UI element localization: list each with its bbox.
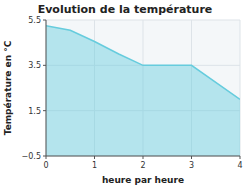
- y-tick-label: 3.5: [28, 61, 41, 70]
- x-tick-label: 0: [43, 161, 48, 170]
- y-tick: [43, 20, 46, 21]
- x-axis-label: heure par heure: [102, 175, 184, 185]
- axes: 0 1 2 3 4 −0.5 1.5 3.5 5.5: [22, 16, 243, 170]
- chart-container: 0 1 2 3 4 −0.5 1.5 3.5 5.5 heure par heure Tempéra…: [0, 0, 250, 188]
- y-tick: [43, 65, 46, 66]
- x-tick: [143, 156, 144, 159]
- x-tick: [191, 156, 192, 159]
- area-fill: [46, 26, 240, 156]
- plot-area: [46, 26, 240, 156]
- y-axis-label: Température en °C: [3, 40, 13, 135]
- y-tick: [43, 156, 46, 157]
- x-tick-label: 1: [92, 161, 97, 170]
- chart-svg: 0 1 2 3 4 −0.5 1.5 3.5 5.5 heure par heure Tempéra…: [0, 0, 250, 188]
- area-line: [46, 26, 240, 100]
- x-tick-label: 3: [189, 161, 194, 170]
- grid-line-x: [46, 20, 47, 156]
- chart-title: Evolution de la température: [38, 3, 213, 16]
- y-tick: [43, 110, 46, 111]
- y-tick-label: −0.5: [22, 152, 41, 161]
- grid: [46, 20, 240, 156]
- x-tick: [240, 156, 241, 159]
- y-tick-label: 5.5: [28, 16, 41, 25]
- plot-background: [46, 20, 240, 156]
- y-tick-label: 1.5: [28, 107, 41, 116]
- y-axis-line: [46, 20, 47, 156]
- x-tick: [94, 156, 95, 159]
- x-tick-label: 4: [237, 161, 242, 170]
- x-tick-label: 2: [140, 161, 145, 170]
